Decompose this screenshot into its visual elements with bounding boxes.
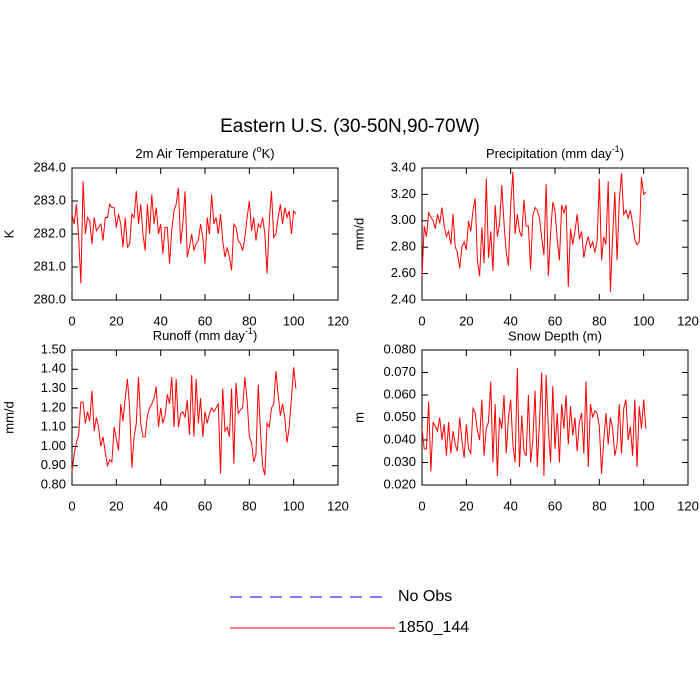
panel-title: Runoff (mm day-1) bbox=[153, 326, 258, 343]
y-tick-label: 0.020 bbox=[383, 476, 416, 491]
x-tick-label: 100 bbox=[283, 313, 305, 328]
data-line bbox=[421, 367, 647, 477]
panel-title-text: Runoff (mm day bbox=[153, 328, 246, 343]
y-tick-label: 0.060 bbox=[383, 386, 416, 401]
y-tick-label: 3.00 bbox=[391, 212, 416, 227]
x-tick-label: 80 bbox=[592, 313, 606, 328]
y-tick-label: 0.080 bbox=[383, 341, 416, 356]
x-tick-label: 120 bbox=[677, 313, 699, 328]
x-tick-label: 0 bbox=[418, 313, 425, 328]
panel-title-sup: -1 bbox=[612, 144, 620, 154]
panel-title-text: Precipitation (mm day bbox=[486, 146, 612, 161]
figure-title: Eastern U.S. (30-50N,90-70W) bbox=[220, 116, 480, 137]
y-tick-label: 1.50 bbox=[41, 341, 66, 356]
y-tick-label: 281.0 bbox=[33, 258, 66, 273]
x-tick-label: 100 bbox=[633, 498, 655, 513]
y-tick-label: 1.30 bbox=[41, 380, 66, 395]
y-tick-label: 283.0 bbox=[33, 192, 66, 207]
y-tick-label: 3.40 bbox=[391, 159, 416, 174]
x-tick-label: 60 bbox=[198, 498, 212, 513]
x-tick-label: 100 bbox=[633, 313, 655, 328]
panel-title: Precipitation (mm day-1) bbox=[486, 144, 624, 161]
panel-title-sup: -1 bbox=[245, 326, 253, 336]
y-tick-label: 284.0 bbox=[33, 159, 66, 174]
x-tick-label: 40 bbox=[503, 313, 517, 328]
panel-title-text: 2m Air Temperature ( bbox=[135, 146, 257, 161]
y-tick-label: 0.050 bbox=[383, 409, 416, 424]
y-tick-label: 2.80 bbox=[391, 239, 416, 254]
y-tick-label: 282.0 bbox=[33, 225, 66, 240]
x-tick-label: 100 bbox=[283, 498, 305, 513]
x-tick-label: 120 bbox=[327, 313, 349, 328]
panel-title-tail: K) bbox=[262, 146, 275, 161]
y-tick-label: 1.20 bbox=[41, 399, 66, 414]
y-tick-label: 2.40 bbox=[391, 291, 416, 306]
x-tick-label: 60 bbox=[548, 498, 562, 513]
x-tick-label: 0 bbox=[418, 498, 425, 513]
data-line bbox=[421, 171, 647, 293]
panel-title-tail: ) bbox=[620, 146, 624, 161]
x-tick-label: 20 bbox=[459, 498, 473, 513]
x-tick-label: 20 bbox=[459, 313, 473, 328]
y-tick-label: 3.20 bbox=[391, 186, 416, 201]
y-tick-label: 1.00 bbox=[41, 438, 66, 453]
y-axis-label: m bbox=[351, 412, 366, 423]
legend-label: No Obs bbox=[398, 588, 452, 605]
y-tick-label: 0.80 bbox=[41, 476, 66, 491]
panel-title-sup: o bbox=[257, 144, 262, 154]
y-axis-label: mm/d bbox=[351, 218, 366, 251]
x-tick-label: 60 bbox=[548, 313, 562, 328]
x-tick-label: 40 bbox=[153, 313, 167, 328]
x-tick-label: 120 bbox=[327, 498, 349, 513]
x-tick-label: 80 bbox=[242, 313, 256, 328]
x-tick-label: 60 bbox=[198, 313, 212, 328]
y-tick-label: 0.030 bbox=[383, 454, 416, 469]
y-tick-label: 2.60 bbox=[391, 265, 416, 280]
x-tick-label: 20 bbox=[109, 498, 123, 513]
data-line bbox=[71, 367, 297, 476]
x-tick-label: 120 bbox=[677, 498, 699, 513]
y-tick-label: 1.10 bbox=[41, 419, 66, 434]
x-tick-label: 80 bbox=[242, 498, 256, 513]
panel-title: 2m Air Temperature (oK) bbox=[135, 144, 274, 161]
y-tick-label: 0.040 bbox=[383, 431, 416, 446]
y-axis-label: K bbox=[1, 229, 16, 238]
data-line bbox=[71, 181, 297, 284]
x-tick-label: 80 bbox=[592, 498, 606, 513]
x-tick-label: 0 bbox=[68, 498, 75, 513]
panel-title-tail: ) bbox=[253, 328, 257, 343]
x-tick-label: 40 bbox=[153, 498, 167, 513]
panel-title: Snow Depth (m) bbox=[508, 328, 602, 343]
x-tick-label: 0 bbox=[68, 313, 75, 328]
x-tick-label: 40 bbox=[503, 498, 517, 513]
y-tick-label: 1.40 bbox=[41, 361, 66, 376]
y-tick-label: 0.070 bbox=[383, 364, 416, 379]
x-tick-label: 20 bbox=[109, 313, 123, 328]
y-tick-label: 280.0 bbox=[33, 291, 66, 306]
legend-label: 1850_144 bbox=[398, 619, 469, 636]
y-axis-label: mm/d bbox=[1, 401, 16, 434]
y-tick-label: 0.90 bbox=[41, 457, 66, 472]
